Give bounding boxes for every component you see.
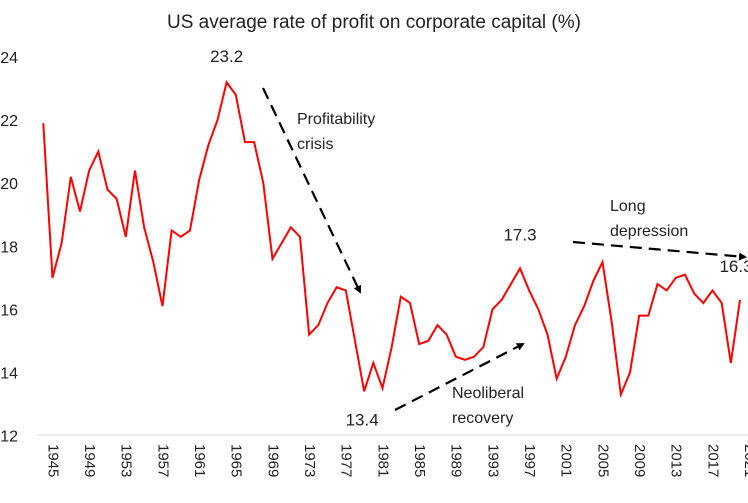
annotation-profitability-line2: crisis (297, 136, 333, 153)
y-tick-label: 16 (0, 302, 18, 319)
annotation-long-depression-line2: depression (610, 223, 688, 240)
x-tick-label: 2009 (631, 444, 648, 477)
annotation-long-depression-line1: Long (610, 198, 646, 215)
x-tick-label: 1969 (264, 444, 281, 477)
x-tick-label: 2005 (594, 444, 611, 477)
data-label: 23.2 (210, 47, 243, 66)
arrow-long-depression (573, 242, 745, 257)
y-tick-label: 24 (0, 50, 18, 67)
x-tick-label: 1953 (118, 444, 135, 477)
data-label: 16.3 (719, 257, 748, 276)
chart-title: US average rate of profit on corporate c… (167, 12, 581, 33)
x-tick-label: 2017 (704, 444, 721, 477)
y-tick-label: 20 (0, 176, 18, 193)
x-tick-label: 1977 (338, 444, 355, 477)
y-tick-label: 12 (0, 429, 18, 446)
x-tick-label: 2001 (558, 444, 575, 477)
x-tick-label: 1997 (521, 444, 538, 477)
x-tick-label: 1981 (374, 444, 391, 477)
x-tick-label: 1993 (484, 444, 501, 477)
data-label: 17.3 (503, 225, 536, 244)
annotation-profitability-line1: Profitability (297, 111, 375, 128)
annotation-neoliberal-line2: recovery (452, 410, 513, 427)
y-tick-label: 14 (0, 365, 18, 382)
x-tick-label: 1965 (228, 444, 245, 477)
x-tick-label: 1945 (44, 444, 61, 477)
x-tick-label: 1957 (154, 444, 171, 477)
x-tick-label: 2013 (668, 444, 685, 477)
x-tick-label: 1949 (81, 444, 98, 477)
data-label: 13.4 (346, 410, 379, 429)
x-tick-label: 2021 (741, 444, 748, 477)
x-tick-label: 1985 (411, 444, 428, 477)
annotation-neoliberal-line1: Neoliberal (452, 385, 524, 402)
x-tick-label: 1989 (448, 444, 465, 477)
x-tick-label: 1973 (301, 444, 318, 477)
y-tick-label: 22 (0, 113, 18, 130)
y-tick-label: 18 (0, 239, 18, 256)
x-tick-label: 1961 (191, 444, 208, 477)
